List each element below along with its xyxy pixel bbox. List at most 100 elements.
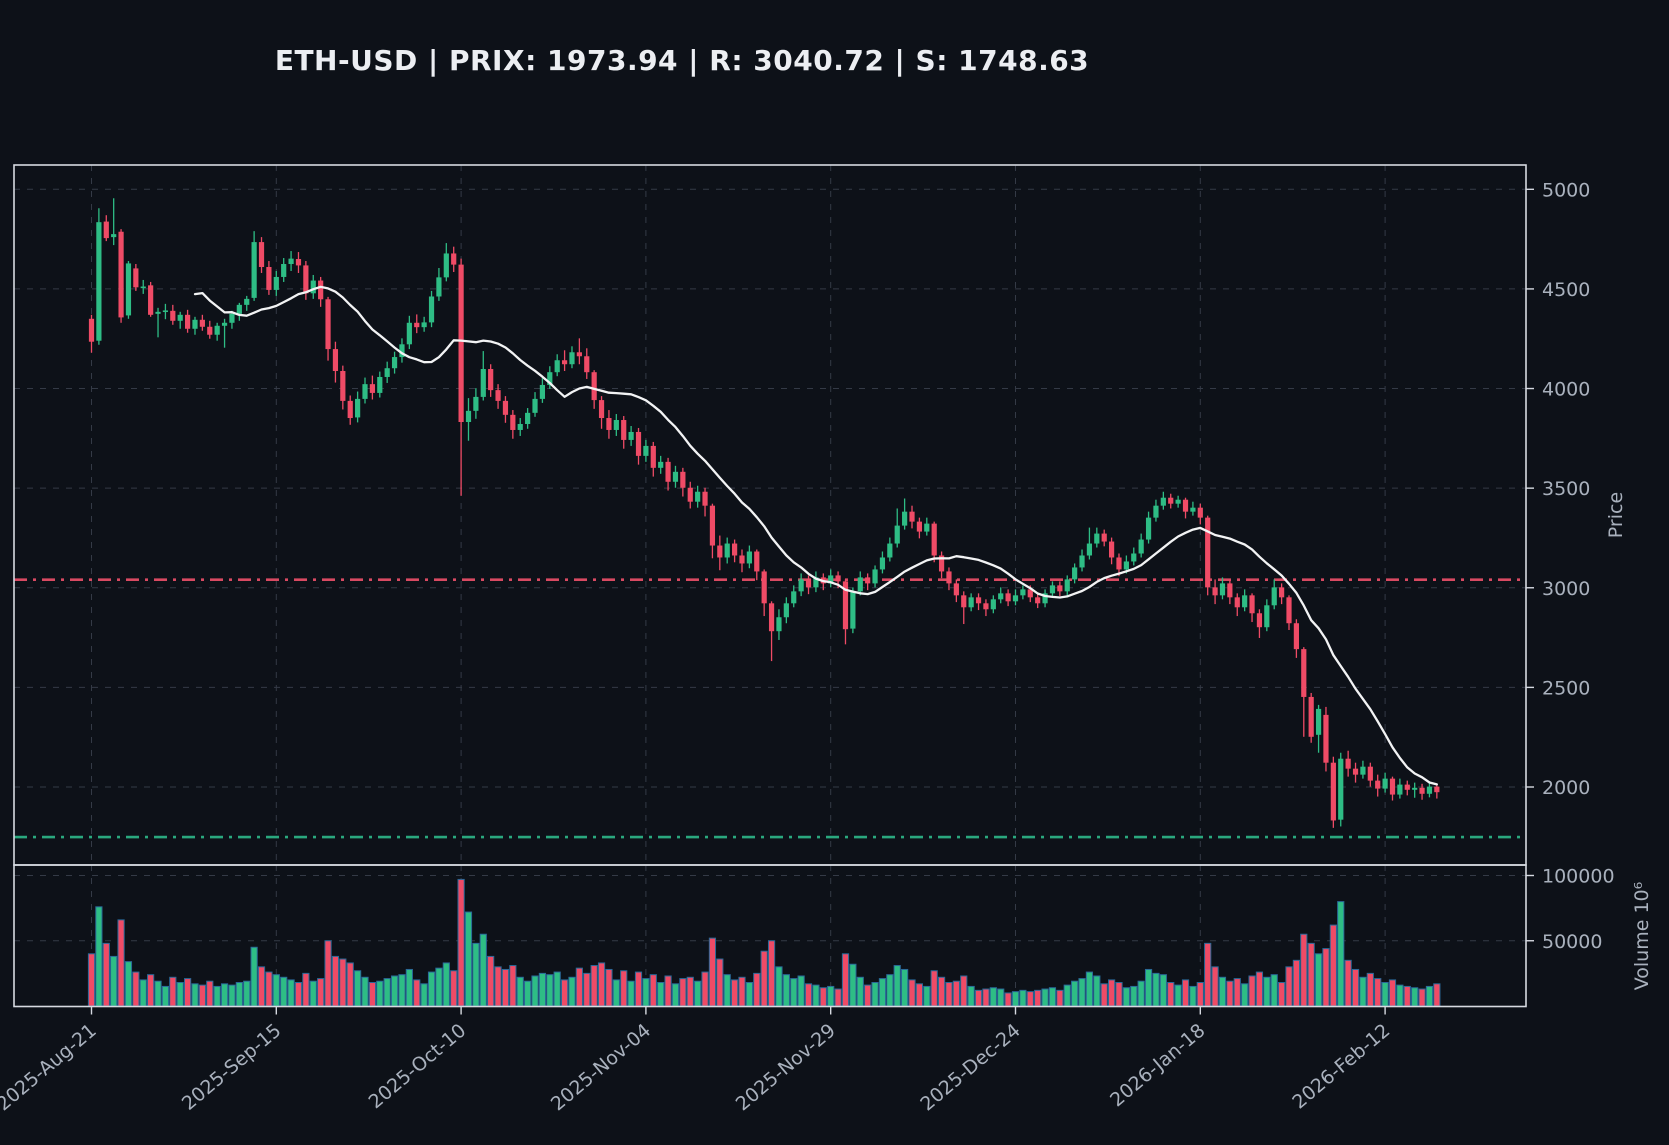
volume-bar (1403, 985, 1411, 1007)
candle-body (783, 603, 789, 618)
candle-body (273, 276, 279, 290)
candles (88, 198, 1440, 828)
price-tick-label: 5000 (1542, 179, 1590, 201)
volume-bar (1226, 980, 1234, 1007)
volume-bar (1100, 983, 1108, 1007)
volume-bar (1189, 985, 1197, 1007)
candle-body (1108, 541, 1115, 558)
candle-body (1279, 587, 1285, 598)
volume-bar (834, 988, 842, 1007)
volume-bar (871, 982, 879, 1007)
volume-bar (657, 982, 665, 1007)
volume-bar (250, 946, 258, 1007)
candle-body (340, 371, 346, 401)
candle-body (650, 445, 656, 468)
candle-body (547, 372, 553, 385)
volume-bar (797, 975, 805, 1007)
volume-bar (538, 972, 547, 1007)
candle-body (391, 357, 398, 369)
candle-body (946, 571, 952, 584)
candle-body (1064, 579, 1070, 592)
volume-bar (686, 976, 694, 1007)
candle-body (177, 314, 183, 321)
volume-bar (694, 980, 702, 1007)
candle-body (1190, 507, 1196, 512)
candle-body (1182, 499, 1189, 512)
volume-bar (664, 975, 672, 1007)
volume-bar (753, 972, 761, 1007)
candle-body (1375, 780, 1381, 789)
volume-bar (1063, 984, 1071, 1007)
volume-bar (989, 987, 997, 1007)
price-panel-frame (13, 164, 1527, 866)
candle-body (1249, 595, 1255, 614)
candle-body (111, 234, 117, 238)
volume-bar (1359, 976, 1367, 1007)
volume-bar (1137, 980, 1145, 1007)
volume-bar (1107, 979, 1116, 1007)
volume-bar (915, 983, 924, 1007)
candle-body (258, 242, 265, 268)
volume-bar (1322, 948, 1330, 1007)
candle-body (1027, 589, 1033, 598)
candle-body (842, 581, 849, 630)
volume-bar (590, 965, 598, 1007)
candle-body (244, 298, 250, 305)
volume-bar (472, 942, 480, 1007)
candle-body (606, 418, 612, 430)
candle-body (458, 264, 464, 423)
candle-body (1160, 497, 1166, 506)
candle-body (1197, 507, 1203, 518)
candle-body (236, 304, 242, 314)
volume-bar (967, 985, 975, 1007)
candle-body (1212, 587, 1218, 596)
volume-bar (87, 953, 96, 1007)
volume-bar (346, 962, 354, 1007)
volume-bar (1351, 968, 1360, 1007)
volume-bar (1174, 984, 1182, 1007)
volume-bar (716, 958, 724, 1007)
candle-body (377, 376, 383, 393)
volume-bar (1381, 982, 1389, 1007)
candle-body (680, 471, 686, 488)
volume-bar (790, 978, 798, 1007)
candle-body (1404, 784, 1410, 790)
volume-bar (1255, 971, 1264, 1007)
volume-bar (841, 953, 850, 1007)
price-tick-label: 3000 (1542, 578, 1590, 600)
volume-bar (1396, 984, 1404, 1007)
volume-bar (642, 978, 650, 1007)
candle-body (288, 258, 294, 265)
candle-body (561, 360, 568, 365)
candle-body (369, 384, 375, 393)
candle-body (517, 423, 523, 430)
candle-body (1012, 595, 1019, 602)
candle-body (184, 314, 191, 329)
price-tick-label: 4500 (1542, 279, 1590, 301)
volume-bar (827, 985, 835, 1007)
volume-bar (1211, 966, 1219, 1007)
candle-body (924, 523, 930, 532)
candle-body (635, 431, 642, 456)
volume-bar (228, 984, 236, 1007)
volume-bar (1263, 976, 1271, 1007)
volume-bar (923, 985, 931, 1007)
candle-body (465, 410, 472, 423)
volume-bar (398, 974, 406, 1007)
volume-bar (1418, 988, 1426, 1007)
volume-bar (1159, 974, 1167, 1007)
candle-body (665, 461, 671, 482)
volume-bar (1374, 978, 1382, 1007)
volume-bar (1122, 987, 1130, 1007)
volume-bar (583, 972, 591, 1007)
volume-bar (546, 974, 554, 1007)
candle-body (628, 431, 634, 440)
volume-bar (908, 979, 916, 1007)
candle-body (473, 396, 479, 411)
candle-body (303, 265, 309, 294)
volume-bar (287, 979, 295, 1007)
candle-body (835, 575, 841, 582)
candle-body (406, 322, 412, 345)
candle-body (1271, 587, 1277, 606)
